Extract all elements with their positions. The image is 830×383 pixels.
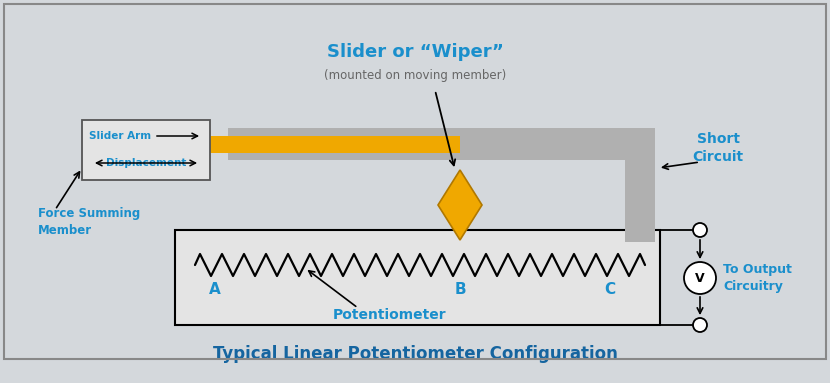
- Text: (mounted on moving member): (mounted on moving member): [324, 69, 506, 82]
- Text: Potentiometer: Potentiometer: [333, 308, 447, 322]
- Text: Slider Arm: Slider Arm: [89, 131, 151, 141]
- Text: V: V: [696, 272, 705, 285]
- Bar: [625, 160, 655, 242]
- Text: B: B: [454, 283, 466, 298]
- Circle shape: [684, 262, 716, 294]
- Text: Force Summing
Member: Force Summing Member: [38, 207, 140, 237]
- Bar: [108, 136, 460, 153]
- Text: Typical Linear Potentiometer Configuration: Typical Linear Potentiometer Configurati…: [212, 345, 618, 363]
- Bar: [82, 120, 210, 180]
- Text: Short
Circuit: Short Circuit: [692, 132, 744, 164]
- Bar: [175, 230, 660, 325]
- Text: To Output
Circuitry: To Output Circuitry: [723, 263, 792, 293]
- Circle shape: [693, 223, 707, 237]
- Bar: [228, 128, 655, 160]
- Text: Slider or “Wiper”: Slider or “Wiper”: [326, 43, 504, 61]
- Polygon shape: [438, 170, 482, 240]
- Text: Displacement: Displacement: [105, 158, 186, 168]
- Circle shape: [693, 318, 707, 332]
- Text: C: C: [604, 283, 616, 298]
- Text: A: A: [209, 283, 221, 298]
